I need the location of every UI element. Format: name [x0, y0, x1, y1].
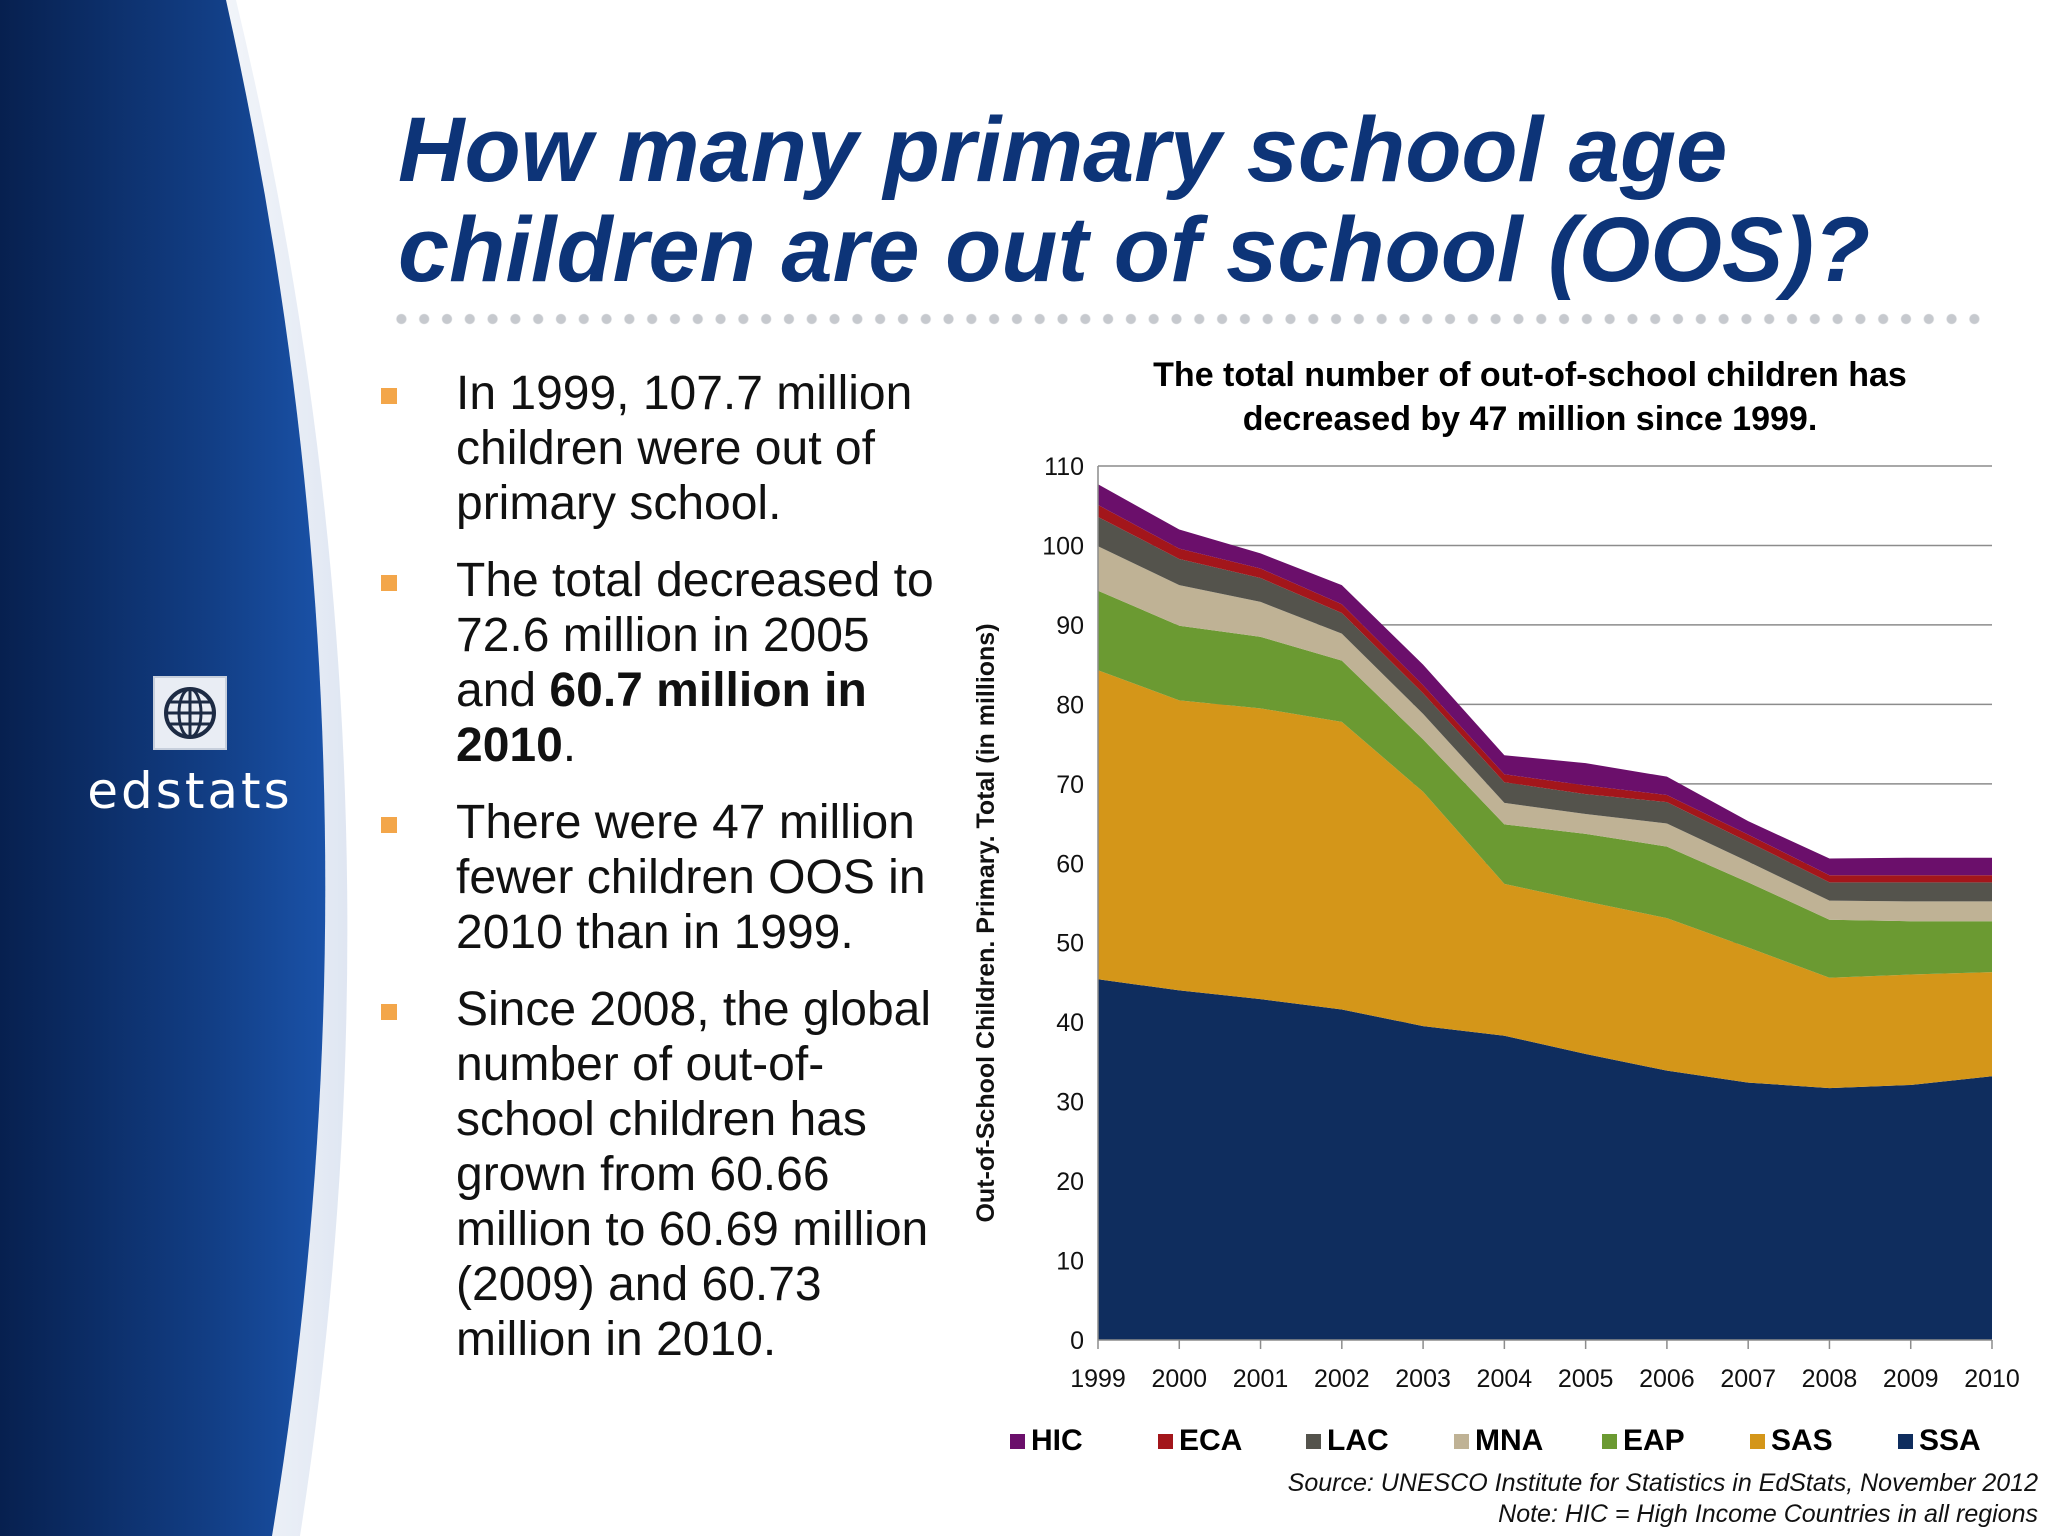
- x-tick-label: 2007: [1720, 1365, 1776, 1393]
- legend-label: LAC: [1327, 1424, 1389, 1457]
- y-tick-label: 90: [1056, 612, 1084, 640]
- legend-swatch: [1158, 1433, 1173, 1449]
- y-tick-label: 50: [1056, 930, 1084, 958]
- y-tick-label: 80: [1056, 691, 1084, 719]
- bullet-text: The total decreased to 72.6 million in 2…: [456, 554, 934, 717]
- x-tick-label: 2000: [1151, 1365, 1207, 1393]
- legend-swatch: [1454, 1433, 1469, 1449]
- legend-item-hic: HIC: [1010, 1424, 1083, 1458]
- legend-item-mna: MNA: [1454, 1424, 1543, 1458]
- bullet-text: There were 47 million fewer children OOS…: [456, 796, 926, 959]
- x-tick-label: 2009: [1883, 1365, 1939, 1393]
- legend-swatch: [1010, 1433, 1025, 1449]
- series-area-eca: [1098, 504, 1992, 883]
- chart-title: The total number of out-of-school childr…: [1030, 353, 2030, 441]
- x-tick-label: 2003: [1395, 1365, 1451, 1393]
- chart-title-line-1: The total number of out-of-school childr…: [1153, 356, 1907, 394]
- legend-swatch: [1602, 1433, 1617, 1449]
- x-tick-label: 2006: [1639, 1365, 1695, 1393]
- y-tick-label: 10: [1056, 1248, 1084, 1276]
- x-tick-label: 2001: [1233, 1365, 1289, 1393]
- title-line-2: children are out of school (OOS)?: [398, 199, 1871, 301]
- y-tick-label: 20: [1056, 1168, 1084, 1196]
- legend-item-eca: ECA: [1158, 1424, 1242, 1458]
- series-area-sas: [1098, 670, 1992, 1089]
- y-tick-label: 110: [1044, 453, 1084, 481]
- series-area-lac: [1098, 516, 1992, 902]
- square-bullet-icon: [381, 388, 397, 404]
- logo-text: edstats: [87, 762, 293, 820]
- legend-item-sas: SAS: [1750, 1424, 1833, 1458]
- dotted-divider: [390, 313, 1980, 325]
- source-note: Source: UNESCO Institute for Statistics …: [1288, 1468, 2038, 1530]
- stacked-area-chart: 0 10 20 30 40 50 60 70 80 90 100 110 1999 2000 2001 200…: [972, 453, 2020, 1393]
- x-tick-label: 2002: [1314, 1365, 1370, 1393]
- legend-label: HIC: [1031, 1424, 1083, 1457]
- square-bullet-icon: [381, 575, 397, 591]
- bullet-item: The total decreased to 72.6 million in 2…: [380, 553, 940, 773]
- square-bullet-icon: [381, 1004, 397, 1020]
- series-area-eap: [1098, 590, 1992, 978]
- legend-label: MNA: [1475, 1424, 1544, 1457]
- globe-icon: [153, 676, 227, 750]
- source-line: Source: UNESCO Institute for Statistics …: [1287, 1469, 2038, 1497]
- y-tick-label: 0: [1070, 1327, 1084, 1355]
- bullet-text: Since 2008, the global number of out-of-…: [456, 983, 932, 1366]
- bullet-text-bold: 60.7 million in 2010: [456, 664, 867, 772]
- bullet-text: In 1999, 107.7 million children were out…: [456, 367, 913, 530]
- bullet-item: Since 2008, the global number of out-of-…: [380, 982, 940, 1367]
- bullet-list: In 1999, 107.7 million children were out…: [380, 366, 940, 1389]
- y-axis-title: Out-of-School Children. Primary. Total (…: [972, 623, 1000, 1222]
- edstats-logo: edstats: [60, 676, 320, 820]
- note-line: Note: HIC = High Income Countries in all…: [1498, 1500, 2038, 1528]
- y-tick-label: 40: [1056, 1009, 1084, 1037]
- square-bullet-icon: [381, 817, 397, 833]
- x-tick-label: 2008: [1802, 1365, 1858, 1393]
- chart-legend: HIC ECA LAC MNA EAP SAS SSA: [1010, 1424, 2010, 1460]
- bullet-item: There were 47 million fewer children OOS…: [380, 795, 940, 960]
- legend-swatch: [1898, 1433, 1913, 1449]
- chart-title-line-2: decreased by 47 million since 1999.: [1242, 400, 1818, 438]
- legend-item-eap: EAP: [1602, 1424, 1685, 1458]
- series-area-mna: [1098, 546, 1992, 922]
- legend-label: EAP: [1623, 1424, 1685, 1457]
- bullet-text-tail: .: [562, 719, 577, 772]
- series-area-ssa: [1098, 979, 1992, 1340]
- y-tick-label: 100: [1042, 532, 1084, 560]
- x-tick-label: 2004: [1477, 1365, 1533, 1393]
- series-area-hic: [1098, 484, 1992, 876]
- legend-item-lac: LAC: [1306, 1424, 1389, 1458]
- page-title: How many primary school age children are…: [398, 100, 1898, 300]
- legend-swatch: [1750, 1433, 1765, 1449]
- y-tick-label: 70: [1056, 771, 1084, 799]
- legend-swatch: [1306, 1433, 1321, 1449]
- legend-label: SSA: [1919, 1424, 1981, 1457]
- x-tick-label: 1999: [1070, 1365, 1126, 1393]
- x-tick-label: 2010: [1964, 1365, 2020, 1393]
- title-line-1: How many primary school age: [398, 99, 1728, 201]
- y-tick-label: 60: [1056, 850, 1084, 878]
- y-tick-label: 30: [1056, 1089, 1084, 1117]
- bullet-item: In 1999, 107.7 million children were out…: [380, 366, 940, 531]
- legend-label: SAS: [1771, 1424, 1833, 1457]
- legend-label: ECA: [1179, 1424, 1243, 1457]
- x-tick-label: 2005: [1558, 1365, 1614, 1393]
- legend-item-ssa: SSA: [1898, 1424, 1981, 1458]
